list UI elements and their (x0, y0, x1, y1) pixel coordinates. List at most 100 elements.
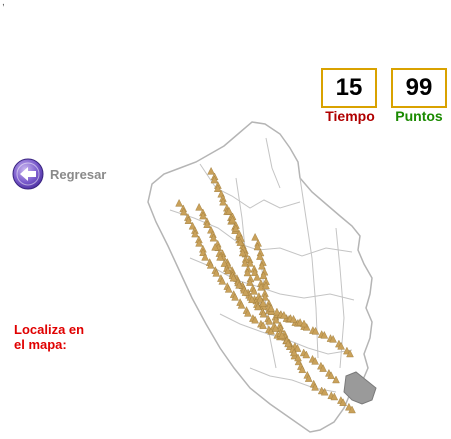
mountain-mark (206, 260, 215, 269)
mountain-mark (220, 259, 229, 267)
mountain-mark (296, 318, 304, 326)
mountain-mark (311, 326, 320, 335)
mountain-mark (271, 324, 280, 332)
time-value: 15 (335, 74, 363, 101)
mountain-mark (258, 261, 266, 270)
mountain-mark (229, 273, 238, 282)
mountain-mark (244, 308, 252, 317)
mountain-mark (262, 281, 270, 290)
back-button[interactable]: Regresar (12, 158, 106, 190)
mountain-mark (251, 232, 259, 241)
time-label: Tiempo (325, 108, 375, 124)
mountain-mark (224, 266, 232, 275)
left-arrow-icon[interactable] (12, 158, 44, 190)
mountain-mark (231, 292, 239, 301)
prompt-line-1: Localiza en (14, 322, 85, 337)
mountain-mark (259, 321, 267, 329)
mountain-mark (293, 344, 302, 352)
mountain-mark (241, 258, 249, 267)
mountain-mark (253, 242, 262, 251)
mountain-mark (238, 248, 247, 257)
mountain-mark (337, 341, 345, 350)
mountain-mark (236, 238, 245, 246)
mountain-mark (302, 350, 311, 359)
mountain-mark (261, 292, 269, 301)
mountain-mark (300, 319, 308, 328)
target-region[interactable] (343, 371, 377, 405)
mountain-mark (241, 288, 250, 296)
mountain-mark (294, 353, 302, 362)
mountain-mark (298, 365, 307, 373)
mountain-mark (311, 382, 319, 391)
mountain-mark (216, 252, 224, 261)
mountain-mark (207, 166, 215, 175)
mountain-mark (259, 298, 267, 307)
mountain-mark (289, 314, 298, 323)
back-label[interactable]: Regresar (50, 166, 107, 182)
mountain-mark (284, 339, 292, 348)
points-label: Puntos (395, 108, 443, 124)
mountain-mark (195, 238, 203, 247)
mountain-mark (254, 302, 262, 311)
mountain-mark (280, 310, 288, 319)
mountain-mark (243, 268, 252, 277)
mountain-mark (250, 268, 259, 276)
mountain-mark (259, 309, 268, 318)
mountain-mark (265, 316, 273, 325)
mountain-mark (332, 375, 340, 384)
points-counter: 99 (391, 68, 447, 108)
mountain-mark (294, 357, 303, 366)
mountain-mark (201, 252, 209, 261)
mountain-mark (267, 303, 275, 312)
mountain-mark (348, 405, 356, 414)
points-value: 99 (405, 74, 433, 101)
mountain-mark (219, 197, 227, 206)
mountain-mark (203, 220, 211, 228)
mountain-mark (210, 175, 219, 184)
mountain-mark (272, 315, 280, 324)
mountain-mark (212, 268, 221, 277)
mountain-mark (259, 271, 268, 279)
mountain-mark (218, 276, 227, 285)
mountain-mark (329, 334, 337, 343)
mountain-mark (290, 348, 298, 357)
mountain-mark (224, 284, 233, 293)
mountain-mark (253, 272, 261, 281)
mountain-mark (211, 242, 219, 251)
mountain-mark (213, 184, 222, 192)
mountain-mark (225, 206, 233, 215)
peru-map[interactable] (140, 118, 440, 436)
mountain-mark (228, 215, 237, 224)
time-counter: 15 (321, 68, 377, 108)
mountain-mark (346, 349, 354, 358)
corner-mark: , (2, 0, 5, 8)
mountain-mark (248, 295, 256, 303)
mountain-mark (320, 330, 329, 339)
mountain-mark (330, 392, 339, 401)
mountain-mark (191, 229, 199, 238)
mountain-mark (256, 294, 264, 303)
mountain-mark (209, 233, 218, 242)
mountain-mark (250, 286, 258, 295)
peru-outline (147, 121, 373, 433)
mountain-mark (319, 364, 327, 372)
mountain-mark (235, 280, 243, 289)
mountain-mark (251, 315, 259, 324)
prompt-line-2: el mapa: (14, 337, 67, 352)
andes-mountains (175, 166, 356, 414)
mountain-mark (199, 211, 207, 220)
mountain-mark (311, 356, 319, 365)
mountain-mark (184, 216, 193, 224)
mountain-mark (320, 387, 329, 396)
mountain-mark (304, 374, 313, 382)
locate-prompt: Localiza en el mapa: (14, 322, 109, 352)
mountain-mark (179, 207, 188, 216)
mountain-mark (278, 331, 286, 339)
mountain-mark (195, 202, 203, 211)
mountain-mark (237, 300, 246, 309)
mountain-mark (339, 398, 347, 406)
mountain-mark (231, 224, 240, 232)
mountain-mark (246, 278, 254, 286)
mountain-mark (246, 258, 254, 267)
mountain-mark (256, 252, 264, 260)
